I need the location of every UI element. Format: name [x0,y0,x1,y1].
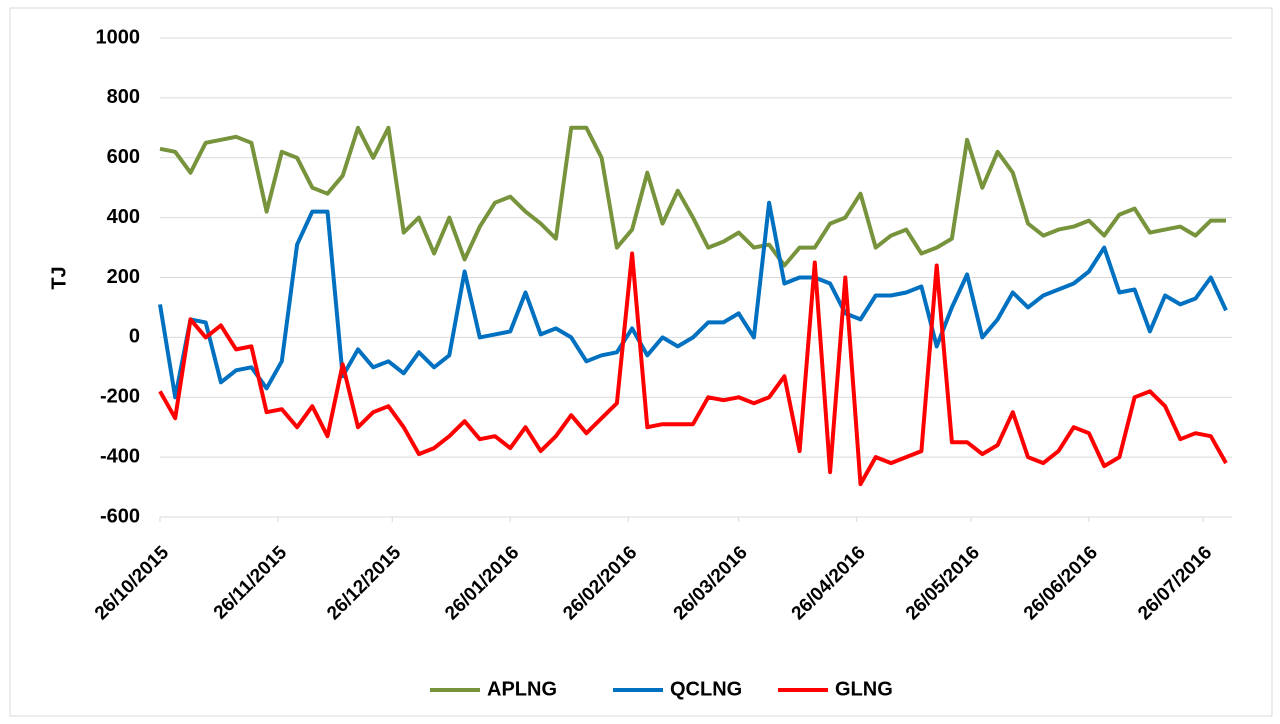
y-tick-label: 800 [107,86,140,108]
y-axis-label: TJ [48,266,70,289]
y-tick-label: 0 [129,326,140,348]
y-tick-label: -200 [100,386,140,408]
series-line [158,251,1228,487]
series-line [159,125,1226,268]
y-tick-label: 1000 [96,26,141,48]
legend-label: GLNG [835,678,893,700]
legend-label: APLNG [487,678,557,700]
y-tick-label: 400 [107,206,140,228]
y-tick-label: -600 [100,505,140,527]
series-line [158,200,1228,400]
legend-label: QCLNG [670,678,742,700]
y-tick-label: 600 [107,146,140,168]
y-tick-label: 200 [107,266,140,288]
y-tick-label: -400 [100,445,140,467]
